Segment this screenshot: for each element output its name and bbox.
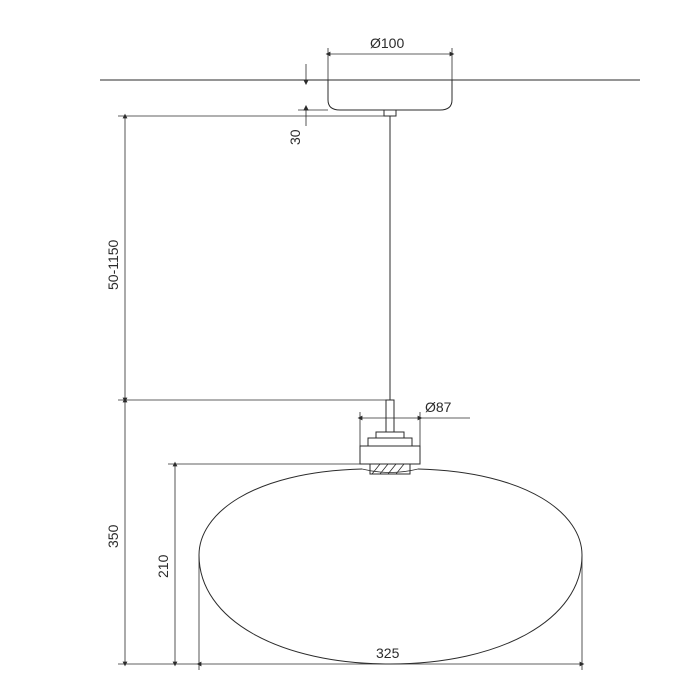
- technical-drawing: Ø100 30 50-1150 350 210 Ø87: [0, 0, 690, 690]
- label-socket-diam: Ø87: [425, 399, 452, 415]
- dim-canopy-h: 30: [287, 64, 328, 145]
- dim-glass-w: 325: [199, 555, 582, 670]
- dim-glass-h: 210: [155, 464, 362, 664]
- glass-shade: [199, 469, 582, 664]
- label-canopy-diam: Ø100: [370, 35, 404, 51]
- socket: [360, 432, 420, 464]
- dim-canopy-diam: Ø100: [328, 35, 452, 80]
- label-lamp-h: 350: [105, 524, 121, 548]
- label-canopy-h: 30: [287, 129, 303, 145]
- dim-socket-diam: Ø87: [360, 399, 470, 446]
- rod: [386, 400, 394, 432]
- dim-lamp-h: 350: [105, 400, 199, 664]
- label-cable-range: 50-1150: [105, 239, 121, 290]
- label-glass-h: 210: [155, 554, 171, 578]
- dim-cable-range: 50-1150: [105, 116, 386, 400]
- label-glass-w: 325: [376, 645, 400, 661]
- canopy: [328, 80, 452, 116]
